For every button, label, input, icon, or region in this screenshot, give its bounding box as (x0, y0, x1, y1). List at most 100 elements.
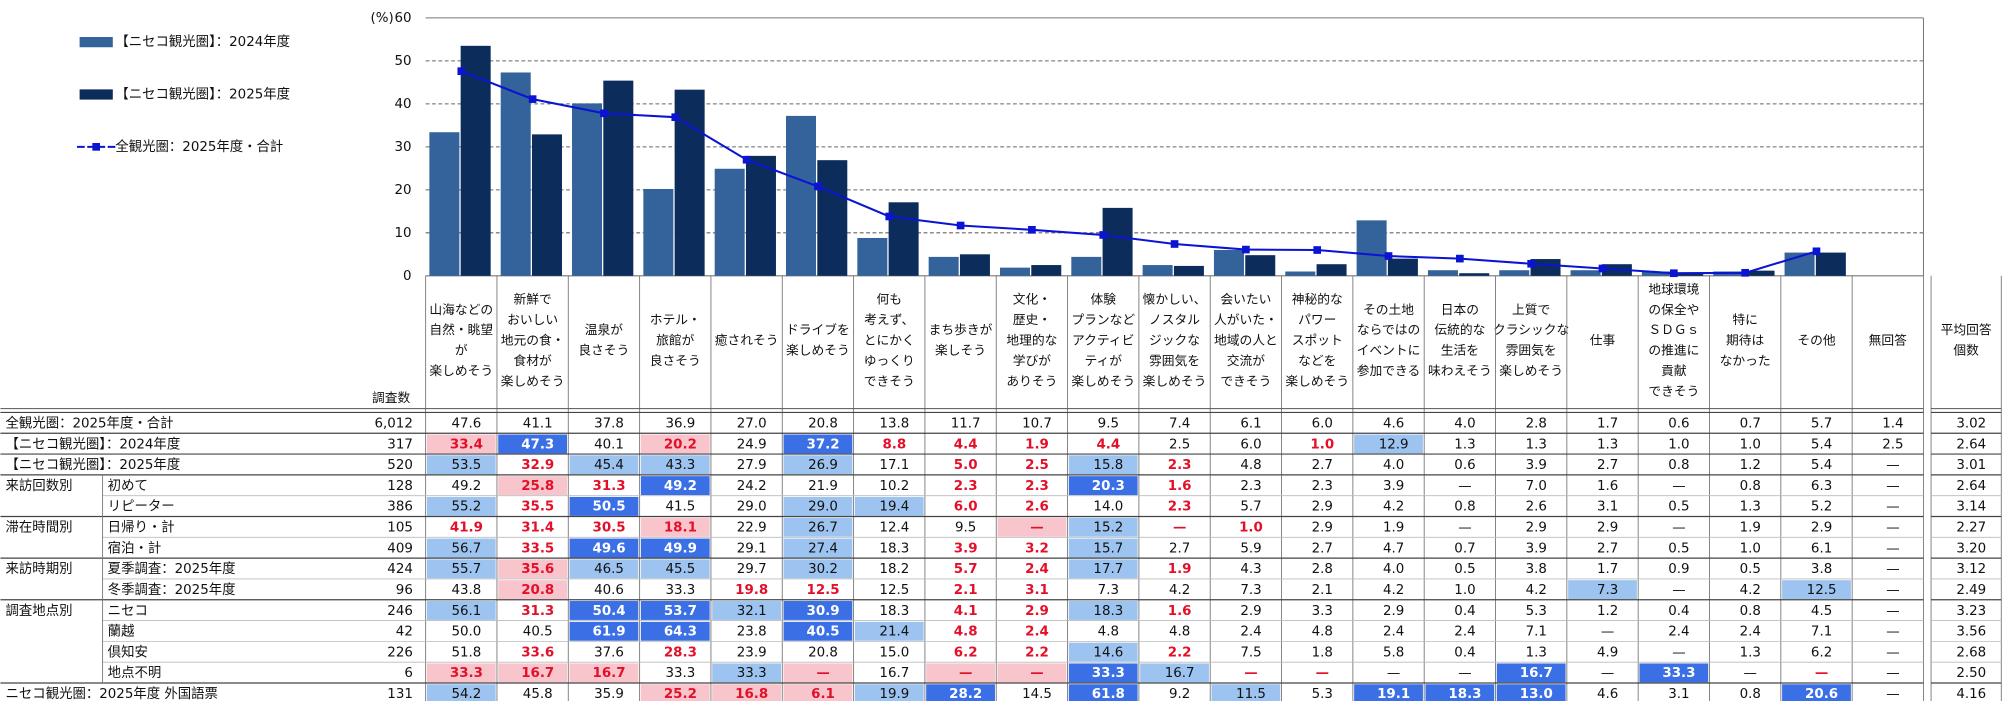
line-marker (528, 95, 537, 103)
cell: — (1886, 541, 1899, 556)
cell: 47.3 (521, 437, 554, 452)
cell: 23.8 (737, 625, 767, 640)
cell-highlight (1068, 476, 1138, 496)
cell: — (1458, 521, 1471, 536)
cell: 20.3 (1092, 479, 1125, 494)
cell: 5.7 (1811, 416, 1832, 431)
column-header: アクティビ (1072, 333, 1134, 348)
cell: 4.0 (1454, 416, 1475, 431)
cell: 55.2 (451, 500, 481, 515)
cell-highlight (640, 455, 710, 475)
cell: — (1030, 521, 1043, 536)
cell: 20.8 (808, 645, 838, 660)
cell: 2.4 (1668, 625, 1689, 640)
cell-highlight (569, 538, 639, 558)
row-count: 424 (387, 562, 413, 577)
bar (1530, 259, 1561, 276)
column-header: 伝統的な (1434, 322, 1485, 338)
cell: 4.9 (1597, 645, 1618, 660)
cell: 6.0 (1240, 437, 1261, 452)
cell: 1.0 (1454, 583, 1475, 598)
column-header: 味わえそう (1428, 364, 1492, 379)
legend-swatch (79, 89, 113, 100)
cell: 7.0 (1526, 479, 1547, 494)
cell: 46.5 (594, 562, 624, 577)
cell: 12.5 (807, 583, 840, 598)
column-header: 楽しめそう (501, 373, 565, 389)
cell: 26.7 (808, 521, 838, 536)
cell-highlight (569, 559, 639, 579)
cell: — (1672, 521, 1685, 536)
cell: 35.6 (521, 562, 554, 577)
cell-highlight (640, 538, 710, 558)
cell: 2.5 (1882, 437, 1903, 452)
cell-highlight (569, 496, 639, 516)
cell-highlight (1068, 538, 1138, 558)
cell: 4.2 (1169, 583, 1190, 598)
line-marker (671, 113, 680, 122)
column-header: 地元の食・ (501, 332, 565, 348)
cell: 7.3 (1240, 583, 1261, 598)
cell: 33.3 (1662, 666, 1695, 681)
row-sublabel: ニセコ (108, 604, 148, 619)
cell: 2.1 (1312, 583, 1333, 598)
cell: 25.8 (521, 479, 554, 494)
cell: 2.9 (1240, 604, 1261, 619)
column-header: できそう (864, 374, 915, 389)
cell: 5.4 (1811, 437, 1832, 452)
cell: 40.1 (594, 437, 624, 452)
cell: 5.3 (1526, 604, 1547, 619)
cell-highlight (569, 621, 639, 641)
column-header: 懐かしい、 (1143, 292, 1207, 308)
column-header: 雰囲気を (1149, 353, 1200, 369)
cell-highlight (498, 434, 568, 454)
column-header: の保全や (1648, 302, 1699, 318)
column-header: ジックな (1149, 333, 1200, 348)
cell: 2.4 (1740, 625, 1761, 640)
cell-highlight (426, 538, 496, 558)
cell-highlight (640, 517, 710, 537)
cell: 5.9 (1240, 541, 1261, 556)
bar (1245, 255, 1276, 276)
cell-highlight (569, 663, 639, 683)
cell: — (1672, 583, 1685, 598)
cell: 29.7 (737, 562, 767, 577)
column-header: その土地 (1363, 303, 1414, 318)
cell: 3.12 (1956, 562, 1986, 577)
cell: 2.9 (1025, 604, 1049, 619)
cell: 6.2 (954, 645, 978, 660)
column-header: 新鮮で (513, 292, 551, 308)
cell: 4.4 (1096, 437, 1120, 452)
cell: 35.9 (594, 687, 624, 701)
cell: 2.9 (1811, 521, 1832, 536)
column-header: 旅館が (656, 333, 694, 348)
cell: 4.6 (1383, 416, 1404, 431)
column-header: 無回答 (1869, 332, 1907, 348)
bar (1031, 265, 1062, 276)
cell: 6.0 (1312, 416, 1333, 431)
cell: 2.5 (1169, 437, 1190, 452)
cell-highlight (426, 663, 496, 683)
line-marker (1670, 269, 1678, 278)
cell: 35.5 (521, 500, 554, 515)
row-sublabel: 冬季調査：2025年度 (108, 582, 236, 598)
cell-highlight (1068, 559, 1138, 579)
cell: 12.5 (879, 583, 909, 598)
column-header: 楽しめそう (1285, 373, 1349, 389)
column-header: 文化・ (1013, 293, 1051, 308)
cell-highlight (926, 684, 995, 701)
column-header: 平均回答 (1941, 322, 1992, 338)
cell: 3.9 (1383, 479, 1404, 494)
cell-highlight (640, 601, 710, 620)
cell: 3.1 (1668, 687, 1689, 701)
column-header: 個数 (1953, 344, 1979, 359)
row-label: 全観光圏：2025年度・合計 (6, 414, 174, 431)
cell: 4.2 (1740, 583, 1761, 598)
cell: 24.9 (737, 437, 767, 452)
cell-highlight (640, 621, 710, 641)
cell-highlight (426, 455, 496, 475)
row-label: 【ニセコ観光圏】：2025年度 (6, 456, 181, 473)
cell: 17.7 (1093, 562, 1123, 577)
cell-highlight (1568, 580, 1637, 600)
cell-highlight (712, 663, 781, 683)
